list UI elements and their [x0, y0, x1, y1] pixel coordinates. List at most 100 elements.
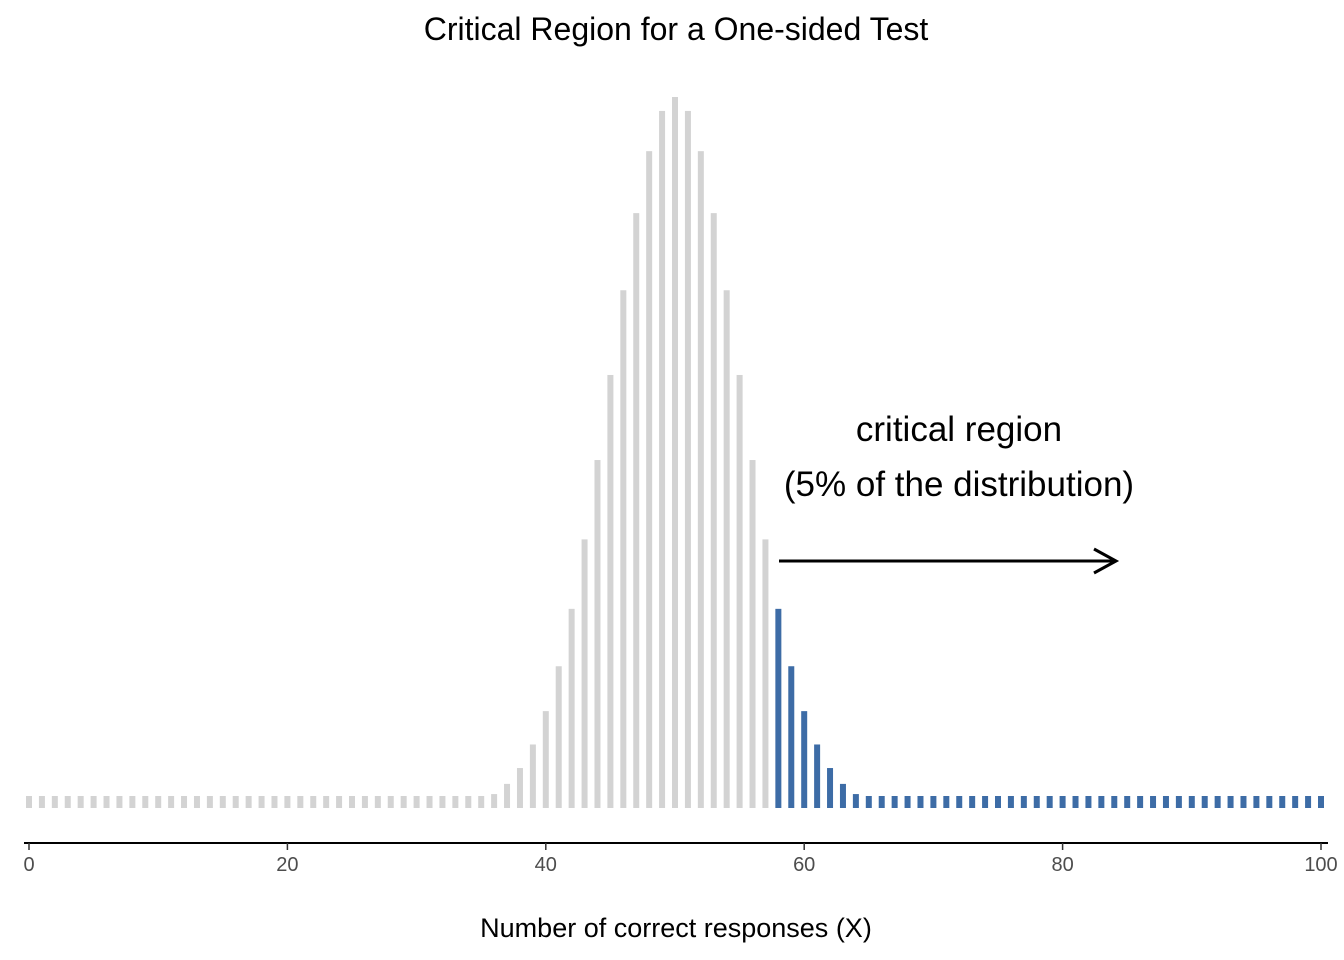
bar-x-70: [930, 796, 937, 808]
bar-x-58: [775, 608, 782, 808]
bar-x-21: [297, 796, 304, 808]
bar-x-44: [594, 460, 601, 808]
bar-x-66: [878, 796, 885, 808]
chart-title: Critical Region for a One-sided Test: [424, 11, 929, 47]
bar-x-82: [1085, 796, 1092, 808]
bar-x-32: [439, 796, 446, 808]
bar-x-78: [1033, 796, 1040, 808]
bar-x-50: [672, 97, 678, 808]
bar-x-99: [1305, 796, 1312, 808]
bar-x-79: [1046, 796, 1053, 808]
bar-x-65: [865, 796, 872, 808]
x-tick-label-100: 100: [1304, 854, 1337, 876]
bar-x-80: [1059, 796, 1066, 808]
bar-x-69: [917, 796, 924, 808]
bar-x-59: [788, 666, 795, 808]
bar-x-4: [77, 796, 84, 808]
bar-x-57: [762, 539, 769, 808]
bar-x-93: [1227, 796, 1234, 808]
bar-x-75: [995, 796, 1001, 808]
bar-x-100: [1318, 796, 1324, 808]
bar-x-19: [271, 796, 278, 808]
annotation-line2: (5% of the distribution): [784, 465, 1134, 504]
bar-x-83: [1098, 796, 1105, 808]
bar-x-95: [1253, 796, 1260, 808]
bar-x-41: [555, 666, 562, 808]
bar-x-13: [193, 796, 200, 808]
bar-x-17: [245, 796, 252, 808]
bar-x-14: [206, 796, 213, 808]
bar-x-9: [142, 796, 149, 808]
bar-x-3: [64, 796, 71, 808]
bar-x-55: [736, 374, 743, 808]
bar-x-61: [814, 744, 821, 808]
x-tick-label-20: 20: [276, 854, 298, 876]
x-tick-label-60: 60: [793, 854, 815, 876]
bar-x-64: [852, 794, 859, 808]
bar-x-53: [710, 213, 717, 808]
bar-x-73: [969, 796, 976, 808]
bar-x-24: [336, 796, 343, 808]
bar-x-25: [349, 796, 355, 808]
bar-x-92: [1214, 796, 1221, 808]
bar-x-60: [801, 711, 808, 808]
bar-x-63: [839, 783, 846, 808]
bar-x-37: [504, 783, 511, 808]
bar-x-43: [581, 539, 588, 808]
bar-x-46: [620, 290, 627, 808]
annotation-line1: critical region: [856, 410, 1062, 449]
x-tick-label-40: 40: [535, 854, 557, 876]
bar-x-0: [26, 796, 32, 808]
bar-x-20: [284, 796, 291, 808]
bar-x-18: [258, 796, 265, 808]
bar-x-96: [1266, 796, 1273, 808]
bar-x-84: [1111, 796, 1118, 808]
bar-x-81: [1072, 796, 1079, 808]
bar-x-54: [723, 290, 730, 808]
x-axis-ticks: 0 20 40 60 80 100: [23, 843, 1338, 876]
bar-x-51: [684, 110, 691, 808]
bar-x-31: [426, 796, 433, 808]
bar-x-91: [1201, 796, 1208, 808]
bar-x-8: [129, 796, 136, 808]
bar-x-1: [38, 796, 45, 808]
bar-x-36: [491, 794, 498, 808]
bar-x-16: [232, 796, 239, 808]
bar-x-29: [400, 796, 407, 808]
bar-x-89: [1175, 796, 1182, 808]
bar-x-67: [891, 796, 898, 808]
bar-x-39: [529, 744, 536, 808]
bar-x-22: [310, 796, 317, 808]
bar-x-88: [1162, 796, 1169, 808]
bar-x-26: [361, 796, 368, 808]
bar-x-38: [516, 768, 523, 808]
bar-x-74: [982, 796, 989, 808]
x-tick-label-0: 0: [23, 854, 34, 876]
bar-x-98: [1292, 796, 1299, 808]
bar-x-33: [452, 796, 459, 808]
bar-x-72: [956, 796, 963, 808]
bar-x-6: [103, 796, 110, 808]
bar-x-97: [1279, 796, 1286, 808]
bar-x-11: [168, 796, 175, 808]
bar-x-94: [1240, 796, 1247, 808]
annotation-arrow: [779, 547, 1120, 575]
bar-x-86: [1137, 796, 1144, 808]
bar-x-5: [90, 796, 97, 808]
bar-x-52: [697, 151, 704, 808]
bar-x-48: [646, 151, 653, 808]
bar-x-76: [1007, 796, 1014, 808]
bar-x-30: [413, 796, 420, 808]
bar-x-34: [465, 796, 472, 808]
bar-x-23: [323, 796, 330, 808]
bar-x-56: [749, 460, 756, 808]
bar-x-35: [478, 796, 485, 808]
bar-x-85: [1124, 796, 1131, 808]
bar-x-62: [827, 768, 834, 808]
bar-x-2: [51, 796, 58, 808]
bar-x-77: [1020, 796, 1027, 808]
bars-group: [26, 97, 1324, 808]
bar-x-45: [607, 374, 614, 808]
bar-x-42: [568, 608, 575, 808]
